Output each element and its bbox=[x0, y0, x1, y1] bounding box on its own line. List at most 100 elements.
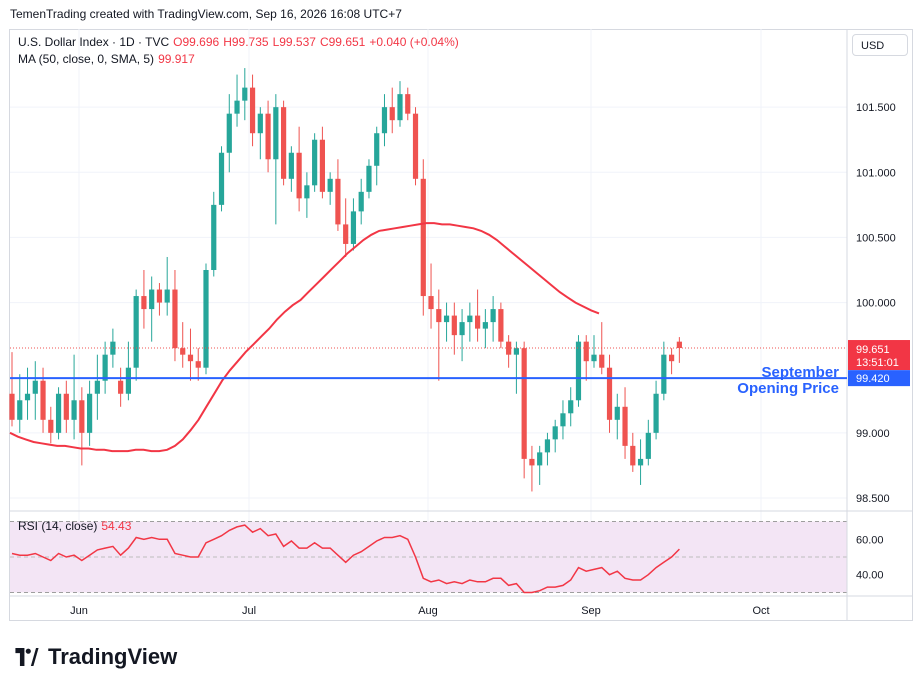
candle-body bbox=[141, 296, 147, 310]
price-tick-label: 101.500 bbox=[856, 102, 896, 114]
rsi-line bbox=[11, 524, 680, 594]
candle-body bbox=[397, 94, 403, 121]
symbol-legend: U.S. Dollar Index · 1D · TVC O99.696 H99.7… bbox=[18, 35, 463, 49]
brand-name: TradingView bbox=[48, 644, 178, 669]
candle-up bbox=[17, 374, 23, 433]
candle-body bbox=[265, 113, 271, 160]
price-tick-label: 100.000 bbox=[856, 298, 896, 310]
candle-down bbox=[343, 198, 349, 257]
candle-body bbox=[443, 315, 450, 323]
price-tick-label: 98.500 bbox=[856, 493, 890, 505]
candle-body bbox=[366, 165, 372, 192]
candle-body bbox=[614, 406, 620, 420]
candle-up bbox=[661, 341, 667, 401]
candle-body bbox=[226, 113, 232, 153]
candle-body bbox=[63, 393, 69, 420]
candle-body bbox=[79, 400, 85, 433]
close-value: C99.651 bbox=[319, 35, 366, 49]
candle-up bbox=[55, 387, 62, 440]
candle-down bbox=[529, 445, 535, 492]
candle-body bbox=[436, 309, 442, 323]
candle-down bbox=[9, 352, 15, 427]
candle-up bbox=[304, 172, 310, 218]
candle-down bbox=[63, 380, 69, 433]
candle-down bbox=[172, 270, 178, 362]
candle-up bbox=[164, 256, 170, 316]
candle-body bbox=[87, 393, 93, 433]
candle-down bbox=[48, 406, 54, 444]
candle-down bbox=[436, 289, 442, 381]
candle-body bbox=[296, 152, 302, 199]
candle-body bbox=[405, 94, 411, 114]
last-price-label: 99.651 bbox=[856, 344, 890, 356]
candle-body bbox=[622, 406, 628, 446]
rsi-axis: 60.00 40.00 bbox=[856, 534, 884, 581]
candle-body bbox=[529, 458, 535, 466]
candle-down bbox=[506, 335, 512, 368]
candle-down bbox=[79, 387, 85, 466]
candle-up bbox=[537, 445, 543, 485]
candle-body bbox=[9, 393, 15, 420]
candle-body bbox=[218, 152, 225, 205]
candle-body bbox=[669, 354, 675, 362]
time-axis: Jun Jul Aug Sep Oct bbox=[70, 605, 769, 617]
candle-body bbox=[149, 289, 155, 310]
currency-button[interactable]: USD bbox=[852, 34, 908, 56]
change-value: +0.040 (+0.04%) bbox=[369, 35, 459, 49]
ma-line bbox=[9, 222, 600, 453]
candle-up bbox=[149, 276, 155, 342]
candle-body bbox=[187, 354, 194, 362]
candle-up bbox=[568, 387, 574, 427]
candle-down bbox=[412, 107, 419, 186]
candle-body bbox=[319, 139, 325, 192]
candle-up bbox=[211, 191, 217, 277]
candle-body bbox=[560, 413, 566, 427]
candle-body bbox=[234, 100, 240, 114]
candle-body bbox=[257, 113, 263, 134]
candle-up bbox=[560, 400, 566, 440]
candle-down bbox=[630, 432, 636, 472]
candle-up bbox=[490, 296, 496, 342]
candle-down bbox=[187, 328, 194, 381]
level-label: 99.420 bbox=[856, 373, 890, 385]
candle-body bbox=[118, 380, 124, 394]
candle-body bbox=[203, 270, 209, 368]
candle-up bbox=[467, 302, 473, 342]
candle-body bbox=[420, 178, 426, 297]
candle-up bbox=[327, 172, 333, 205]
candle-body bbox=[498, 309, 504, 342]
candle-down bbox=[281, 100, 287, 186]
candle-down bbox=[521, 341, 527, 479]
candle-body bbox=[412, 113, 419, 179]
grid bbox=[10, 29, 847, 596]
candle-down bbox=[676, 337, 682, 363]
candle-body bbox=[451, 315, 457, 336]
candle-up bbox=[273, 94, 279, 225]
chart-frame bbox=[9, 29, 913, 621]
candle-body bbox=[630, 445, 636, 466]
candle-up bbox=[94, 354, 100, 420]
candle-body bbox=[71, 400, 77, 420]
candle-down bbox=[428, 263, 434, 329]
candle-body bbox=[482, 322, 488, 329]
candle-down bbox=[249, 74, 256, 147]
candle-body bbox=[40, 380, 46, 420]
candle-body bbox=[374, 133, 380, 166]
candle-down bbox=[265, 100, 271, 173]
candle-up bbox=[381, 94, 388, 147]
candle-body bbox=[249, 87, 256, 134]
candle-body bbox=[645, 432, 651, 459]
candle-up bbox=[637, 439, 644, 485]
candle-down bbox=[141, 270, 147, 329]
candle-down bbox=[451, 302, 457, 355]
candle-body bbox=[428, 296, 434, 310]
candle-body bbox=[94, 380, 100, 394]
candle-up bbox=[374, 126, 380, 186]
candle-body bbox=[459, 322, 465, 336]
candle-body bbox=[490, 309, 496, 323]
candle-down bbox=[335, 159, 341, 231]
attribution: TemenTrading created with TradingView.co… bbox=[10, 7, 402, 21]
rsi-value: 54.43 bbox=[101, 519, 132, 533]
candle-body bbox=[475, 315, 481, 329]
